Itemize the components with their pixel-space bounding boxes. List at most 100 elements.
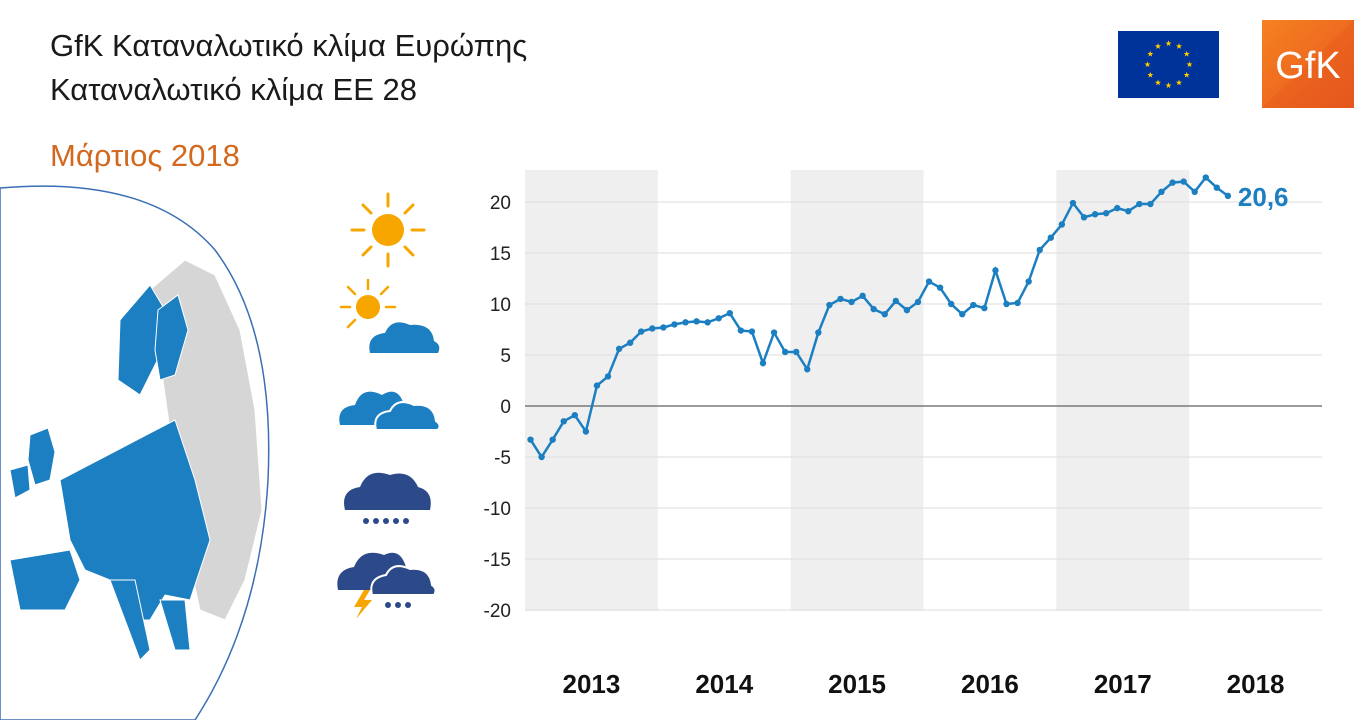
data-point bbox=[1158, 188, 1165, 195]
data-point bbox=[1114, 204, 1121, 212]
y-tick-label: 0 bbox=[500, 397, 511, 418]
data-point bbox=[1136, 200, 1143, 208]
y-tick-label: 20 bbox=[490, 193, 511, 214]
eu-star bbox=[1175, 43, 1183, 49]
data-point bbox=[615, 345, 623, 353]
last-value-label: 20,6 bbox=[1238, 182, 1289, 212]
eu-star bbox=[1154, 79, 1162, 86]
data-point bbox=[870, 305, 877, 313]
x-tick-label: 2017 bbox=[1094, 669, 1152, 699]
data-point bbox=[649, 325, 656, 332]
data-point bbox=[925, 278, 933, 285]
data-point bbox=[837, 295, 844, 303]
y-tick-label: 15 bbox=[490, 244, 511, 265]
y-tick-label: 10 bbox=[490, 295, 511, 316]
data-point bbox=[859, 292, 866, 300]
data-point bbox=[748, 328, 756, 335]
data-point bbox=[671, 321, 678, 328]
data-point bbox=[804, 366, 811, 373]
data-point bbox=[1191, 188, 1198, 195]
y-tick-label: -10 bbox=[484, 499, 511, 520]
data-point bbox=[604, 373, 612, 380]
data-point bbox=[1224, 192, 1232, 200]
chart-subtitle: Καταναλωτικό κλίμα ΕΕ 28 bbox=[50, 72, 418, 107]
data-point bbox=[1047, 234, 1054, 241]
eu-star bbox=[1144, 61, 1151, 68]
data-point bbox=[826, 301, 833, 309]
eu-star bbox=[1154, 43, 1162, 49]
x-tick-label: 2013 bbox=[562, 669, 620, 699]
data-point bbox=[571, 411, 579, 419]
weather-scale bbox=[337, 192, 441, 619]
data-point bbox=[593, 382, 601, 389]
data-point bbox=[959, 311, 966, 318]
y-tick-label: -15 bbox=[484, 550, 511, 571]
data-point bbox=[1091, 211, 1099, 218]
data-point bbox=[1180, 178, 1187, 185]
data-point bbox=[560, 418, 567, 425]
data-point bbox=[1003, 300, 1010, 308]
eu-star bbox=[1183, 50, 1190, 57]
sun-behind-cloud-icon bbox=[339, 278, 440, 353]
data-point bbox=[549, 436, 556, 443]
gfk-logo: GfK bbox=[1262, 20, 1354, 108]
eu-star bbox=[1165, 82, 1172, 89]
data-point bbox=[660, 324, 667, 331]
year-band bbox=[525, 170, 658, 611]
data-point bbox=[1014, 299, 1021, 307]
data-point bbox=[881, 311, 888, 318]
data-point bbox=[793, 348, 800, 356]
sun-icon bbox=[350, 192, 426, 268]
data-point bbox=[914, 298, 922, 306]
data-point bbox=[1080, 214, 1088, 221]
data-point bbox=[1213, 184, 1221, 191]
data-point bbox=[1169, 179, 1176, 186]
data-point bbox=[759, 359, 767, 367]
x-tick-label: 2018 bbox=[1227, 669, 1285, 699]
data-point bbox=[726, 309, 733, 317]
data-point bbox=[1125, 207, 1132, 215]
data-point bbox=[682, 319, 689, 326]
data-point bbox=[693, 318, 700, 325]
data-point bbox=[626, 339, 634, 346]
data-point bbox=[903, 306, 911, 314]
eu-star bbox=[1147, 71, 1154, 78]
data-point bbox=[770, 329, 778, 336]
year-band bbox=[790, 170, 924, 611]
data-point bbox=[947, 300, 955, 308]
rain-cloud-icon bbox=[344, 472, 431, 524]
x-tick-label: 2016 bbox=[961, 669, 1019, 699]
data-point bbox=[992, 267, 999, 274]
chart-title: GfK Καταναλωτικό κλίμα Ευρώπης bbox=[50, 28, 528, 63]
y-tick-label: -5 bbox=[494, 448, 511, 469]
series-line bbox=[529, 175, 1229, 460]
data-point bbox=[1102, 210, 1110, 217]
y-tick-label: 5 bbox=[500, 346, 511, 367]
clouds-icon bbox=[339, 391, 441, 431]
data-point bbox=[737, 327, 745, 334]
data-point bbox=[815, 329, 822, 336]
gfk-logo-text: GfK bbox=[1275, 45, 1340, 87]
y-tick-label: -20 bbox=[484, 601, 511, 622]
europe-map bbox=[0, 185, 270, 720]
data-point bbox=[781, 348, 789, 356]
data-point bbox=[1069, 199, 1077, 207]
eu-star bbox=[1186, 61, 1193, 68]
storm-cloud-icon bbox=[337, 552, 437, 619]
date-label: Μάρτιος 2018 bbox=[50, 138, 240, 173]
data-point bbox=[527, 436, 534, 443]
data-point bbox=[1202, 174, 1209, 181]
year-band bbox=[1056, 170, 1190, 611]
data-point bbox=[704, 319, 711, 326]
x-tick-label: 2014 bbox=[695, 669, 753, 699]
data-point bbox=[1058, 221, 1066, 228]
data-point bbox=[848, 298, 855, 306]
data-point bbox=[715, 315, 722, 322]
data-point bbox=[1036, 246, 1043, 254]
eu-star bbox=[1165, 40, 1172, 47]
data-point bbox=[582, 428, 590, 435]
data-point bbox=[538, 453, 545, 461]
data-point bbox=[1147, 200, 1154, 208]
eu-star bbox=[1147, 50, 1154, 57]
